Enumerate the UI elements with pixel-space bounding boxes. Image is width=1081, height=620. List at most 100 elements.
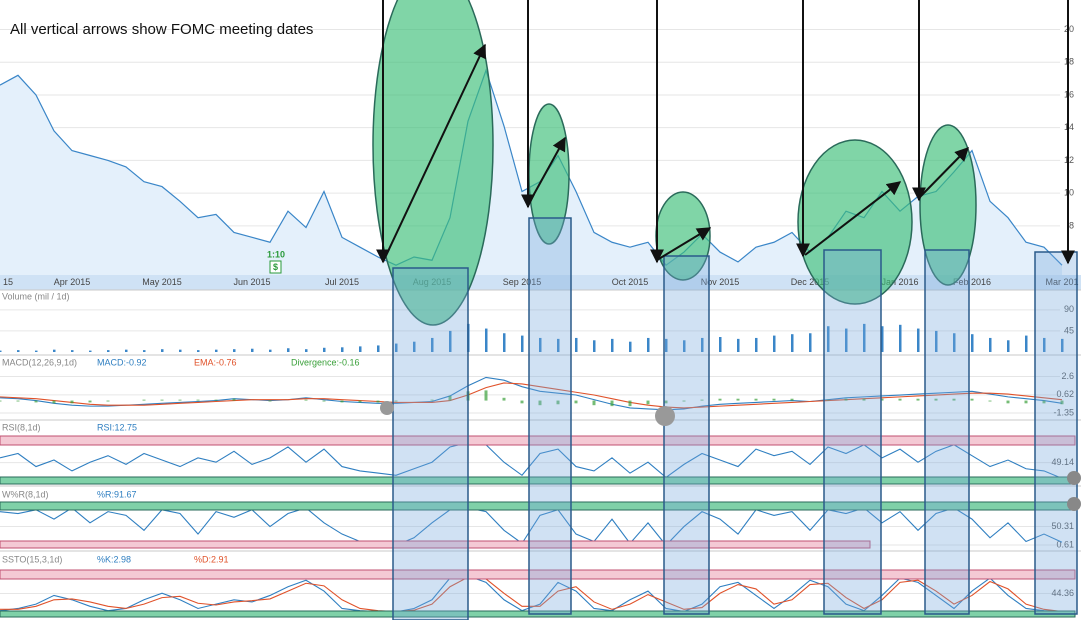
volume-bar	[17, 350, 20, 352]
x-tick-label: Oct 2015	[612, 277, 649, 287]
histogram-bar	[196, 399, 200, 401]
histogram-bar	[322, 400, 326, 402]
histogram-bar	[700, 399, 704, 401]
volume-bar	[863, 323, 866, 352]
histogram-bar	[790, 398, 794, 401]
volume-bar	[53, 349, 56, 352]
arrows	[376, 0, 1075, 265]
volume-bar	[773, 335, 776, 352]
histogram-bar	[646, 400, 650, 405]
x-tick-label: Jul 2015	[325, 277, 359, 287]
histogram-bar	[52, 400, 56, 404]
volume-bar	[1007, 340, 1010, 352]
volume-bar	[503, 333, 506, 352]
volume-bar	[449, 330, 452, 352]
histogram-bar	[772, 398, 776, 401]
x-tick-label: Jun 2015	[233, 277, 270, 287]
x-tick-label: Sep 2015	[503, 277, 542, 287]
histogram-bar	[88, 400, 92, 403]
y-tick-label: 8	[1069, 220, 1074, 230]
x-tick-label: Feb 2016	[953, 277, 991, 287]
histogram-bar	[376, 400, 380, 403]
band	[0, 540, 871, 549]
histogram-bar	[898, 398, 902, 401]
highlight-column	[663, 255, 710, 615]
split-icon	[269, 260, 282, 274]
volume-bar	[971, 334, 974, 352]
panel-title: MACD(12,26,9,1d)	[2, 357, 77, 367]
volume-bar	[719, 337, 722, 352]
histogram-bar	[394, 400, 398, 402]
volume-bar	[701, 337, 704, 352]
x-tick-label: May 2015	[142, 277, 182, 287]
panel-title: W%R(8,1d)	[2, 489, 49, 499]
histogram-bar	[268, 400, 272, 402]
indicator-line	[0, 442, 1063, 479]
marker-dot	[380, 401, 394, 415]
y-tick-label: 44.36	[1051, 588, 1074, 598]
marker-dot	[655, 406, 675, 426]
volume-bar	[953, 333, 956, 352]
highlight	[919, 124, 977, 286]
histogram-bar	[160, 399, 164, 401]
indicator-line	[0, 507, 1063, 547]
histogram-bar	[358, 400, 362, 403]
volume-bar	[1043, 337, 1046, 352]
volume-bar	[611, 338, 614, 352]
volume-bar	[791, 334, 794, 352]
x-tick-label: Nov 2015	[701, 277, 740, 287]
volume-bar	[521, 335, 524, 352]
histogram-bar	[610, 400, 614, 407]
indicator-line	[0, 382, 1063, 409]
histogram-bar	[70, 400, 74, 404]
histogram-bar	[628, 400, 632, 407]
band	[0, 435, 1076, 446]
volume-bar	[665, 338, 668, 352]
histogram-bar	[484, 390, 488, 401]
highlight-column	[823, 249, 882, 615]
volume-bar	[359, 346, 362, 352]
histogram-bar	[1060, 400, 1064, 405]
histogram-bar	[664, 400, 668, 404]
volume-bar	[1061, 338, 1064, 352]
volume-bar	[899, 324, 902, 352]
volume-bar	[737, 338, 740, 352]
histogram-bar	[142, 399, 146, 401]
split-icon-text: $	[273, 262, 278, 272]
histogram-bar	[988, 400, 992, 402]
arrow	[918, 147, 969, 199]
histogram-bar	[178, 399, 182, 401]
x-axis-band	[0, 275, 1081, 290]
y-tick-label: 45	[1064, 325, 1074, 335]
volume-bar	[827, 326, 830, 352]
volume-bar	[629, 341, 632, 352]
volume-bar	[323, 347, 326, 352]
volume-bar	[845, 328, 848, 352]
indicator-line	[0, 576, 1063, 613]
histogram-bar	[826, 399, 830, 401]
volume-bar	[881, 326, 884, 352]
highlight-column	[1034, 251, 1078, 615]
volume-bar	[431, 337, 434, 352]
volume-bar	[305, 349, 308, 352]
arrow	[382, 43, 486, 263]
volume-bar	[539, 337, 542, 352]
histogram-bar	[106, 400, 110, 402]
legend-entry: MACD:-0.92	[97, 357, 147, 367]
histogram-bar	[430, 399, 434, 401]
panel-title: RSI(8,1d)	[2, 422, 41, 432]
histogram-bar	[520, 400, 524, 404]
volume-bar	[377, 345, 380, 352]
y-tick-label: 49.14	[1051, 457, 1074, 467]
volume-bar	[161, 349, 164, 352]
volume-bar	[1025, 335, 1028, 352]
arrow	[656, 227, 712, 261]
histogram-bar	[340, 400, 344, 403]
volume-bar	[197, 350, 200, 352]
histogram-bar	[1042, 400, 1046, 404]
histogram-bar	[574, 400, 578, 404]
volume-bar	[287, 348, 290, 352]
highlight	[372, 0, 494, 326]
volume-bar	[233, 349, 236, 352]
histogram-bar	[502, 397, 506, 401]
